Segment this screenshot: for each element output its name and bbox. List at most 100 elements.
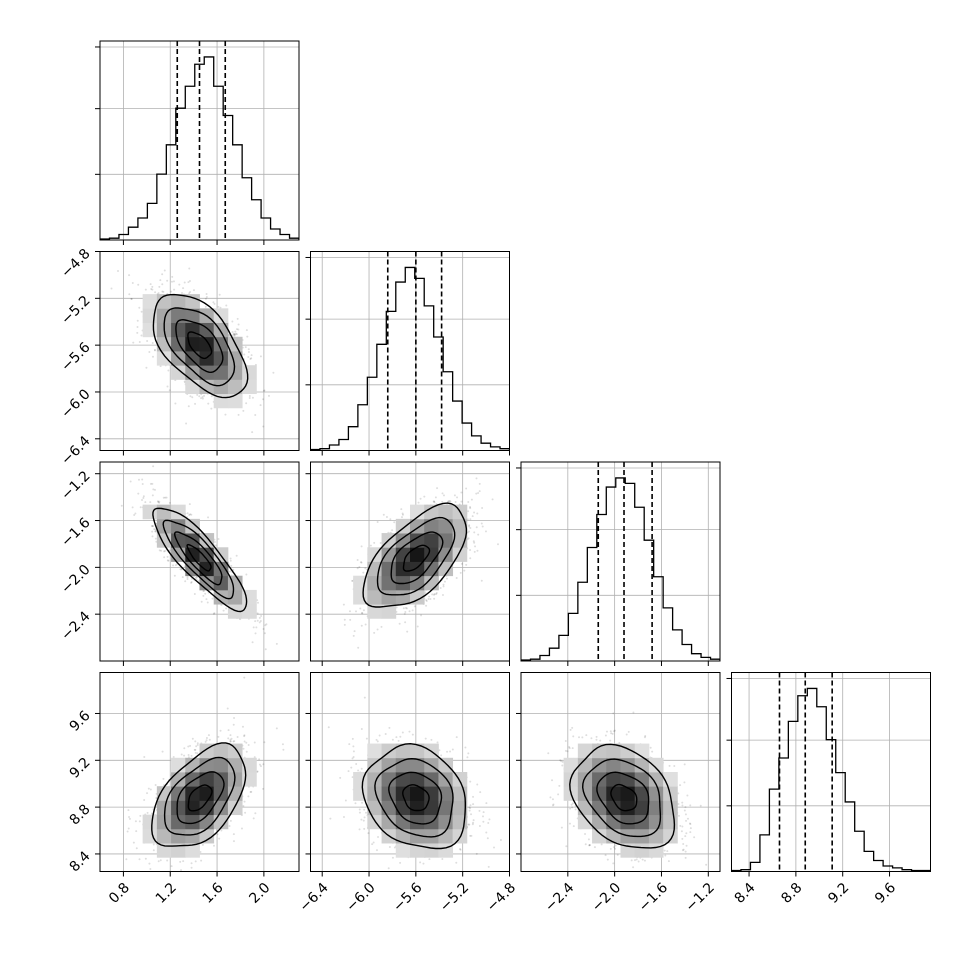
density-cell bbox=[438, 561, 454, 577]
scatter-point bbox=[456, 496, 459, 499]
density-cell bbox=[438, 504, 454, 520]
panel-content bbox=[310, 251, 510, 451]
scatter-point bbox=[178, 283, 181, 286]
scatter-point bbox=[180, 568, 183, 571]
scatter-point bbox=[172, 564, 175, 567]
scatter-point bbox=[265, 623, 268, 626]
scatter-point bbox=[166, 559, 169, 562]
scatter-point bbox=[408, 610, 411, 613]
scatter-point bbox=[163, 556, 166, 559]
scatter-point bbox=[460, 491, 463, 494]
scatter-point bbox=[468, 530, 471, 533]
scatter-point bbox=[427, 597, 430, 600]
scatter-point bbox=[151, 494, 154, 497]
scatter-point bbox=[229, 734, 232, 737]
scatter-panel-2-0: −2.4−2.0−1.6−1.2 bbox=[58, 461, 300, 666]
scatter-point bbox=[262, 627, 265, 630]
density-cell bbox=[156, 504, 172, 520]
scatter-point bbox=[198, 395, 201, 398]
scatter-point bbox=[204, 305, 207, 308]
scatter-point bbox=[357, 646, 360, 649]
scatter-point bbox=[361, 612, 364, 615]
scatter-point bbox=[134, 512, 137, 515]
scatter-point bbox=[416, 625, 419, 628]
scatter-point bbox=[161, 290, 164, 293]
scatter-point bbox=[433, 593, 436, 596]
scatter-point bbox=[448, 499, 451, 502]
scatter-point bbox=[160, 549, 163, 552]
contour-3 bbox=[362, 502, 468, 608]
scatter-point bbox=[473, 541, 476, 544]
scatter-point bbox=[188, 513, 191, 516]
scatter-point bbox=[475, 526, 478, 529]
scatter-point bbox=[247, 356, 250, 359]
scatter-point bbox=[131, 506, 134, 509]
scatter-point bbox=[445, 577, 448, 580]
scatter-point bbox=[258, 616, 261, 619]
panel-frame bbox=[520, 461, 721, 662]
scatter-point bbox=[136, 319, 139, 322]
scatter-point bbox=[151, 342, 154, 345]
scatter-point bbox=[214, 544, 217, 547]
scatter-point bbox=[158, 549, 161, 552]
scatter-point bbox=[190, 581, 193, 584]
scatter-point bbox=[154, 291, 157, 294]
scatter-point bbox=[360, 624, 363, 627]
hist-panel-2 bbox=[516, 461, 721, 666]
scatter-point bbox=[215, 829, 218, 832]
scatter-point bbox=[481, 507, 484, 510]
scatter-point bbox=[272, 371, 275, 374]
scatter-point bbox=[343, 618, 346, 621]
scatter-point bbox=[188, 267, 191, 270]
scatter-point bbox=[376, 521, 379, 524]
scatter-point bbox=[404, 606, 407, 609]
scatter-point bbox=[131, 282, 134, 285]
scatter-point bbox=[373, 541, 376, 544]
scatter-point bbox=[473, 531, 476, 534]
scatter-point bbox=[395, 606, 398, 609]
scatter-point bbox=[159, 365, 162, 368]
density-cell bbox=[227, 365, 243, 380]
scatter-point bbox=[362, 571, 365, 574]
scatter-point bbox=[245, 573, 248, 576]
scatter-point bbox=[435, 591, 438, 594]
scatter-point bbox=[232, 333, 235, 336]
scatter-point bbox=[472, 540, 475, 543]
scatter-point bbox=[465, 563, 468, 566]
scatter-point bbox=[170, 280, 173, 283]
scatter-point bbox=[110, 287, 113, 290]
scatter-point bbox=[167, 369, 170, 372]
scatter-point bbox=[441, 492, 444, 495]
density-cell bbox=[142, 322, 158, 338]
scatter-point bbox=[417, 501, 420, 504]
density-cell bbox=[381, 575, 397, 591]
scatter-point bbox=[393, 521, 396, 524]
scatter-point bbox=[205, 598, 208, 601]
scatter-point bbox=[191, 396, 194, 399]
scatter-point bbox=[406, 630, 409, 633]
scatter-point bbox=[154, 349, 157, 352]
scatter-point bbox=[202, 594, 205, 597]
density-cell bbox=[213, 365, 229, 380]
panel-content bbox=[100, 251, 299, 451]
scatter-point bbox=[477, 492, 480, 495]
scatter-point bbox=[154, 537, 157, 540]
scatter-point bbox=[207, 402, 210, 405]
scatter-point bbox=[189, 290, 192, 293]
scatter-point bbox=[267, 394, 270, 397]
y-tick-label: −4.8 bbox=[58, 246, 93, 281]
scatter-point bbox=[401, 512, 404, 515]
scatter-point bbox=[248, 396, 251, 399]
scatter-point bbox=[186, 576, 189, 579]
scatter-point bbox=[249, 790, 252, 793]
scatter-point bbox=[135, 830, 138, 833]
scatter-point bbox=[460, 500, 463, 503]
scatter-point bbox=[369, 544, 372, 547]
scatter-point bbox=[460, 562, 463, 565]
scatter-point bbox=[423, 495, 426, 498]
scatter-point bbox=[162, 777, 165, 780]
scatter-point bbox=[225, 304, 228, 307]
scatter-point bbox=[154, 528, 157, 531]
scatter-point bbox=[233, 333, 236, 336]
scatter-point bbox=[224, 413, 227, 416]
